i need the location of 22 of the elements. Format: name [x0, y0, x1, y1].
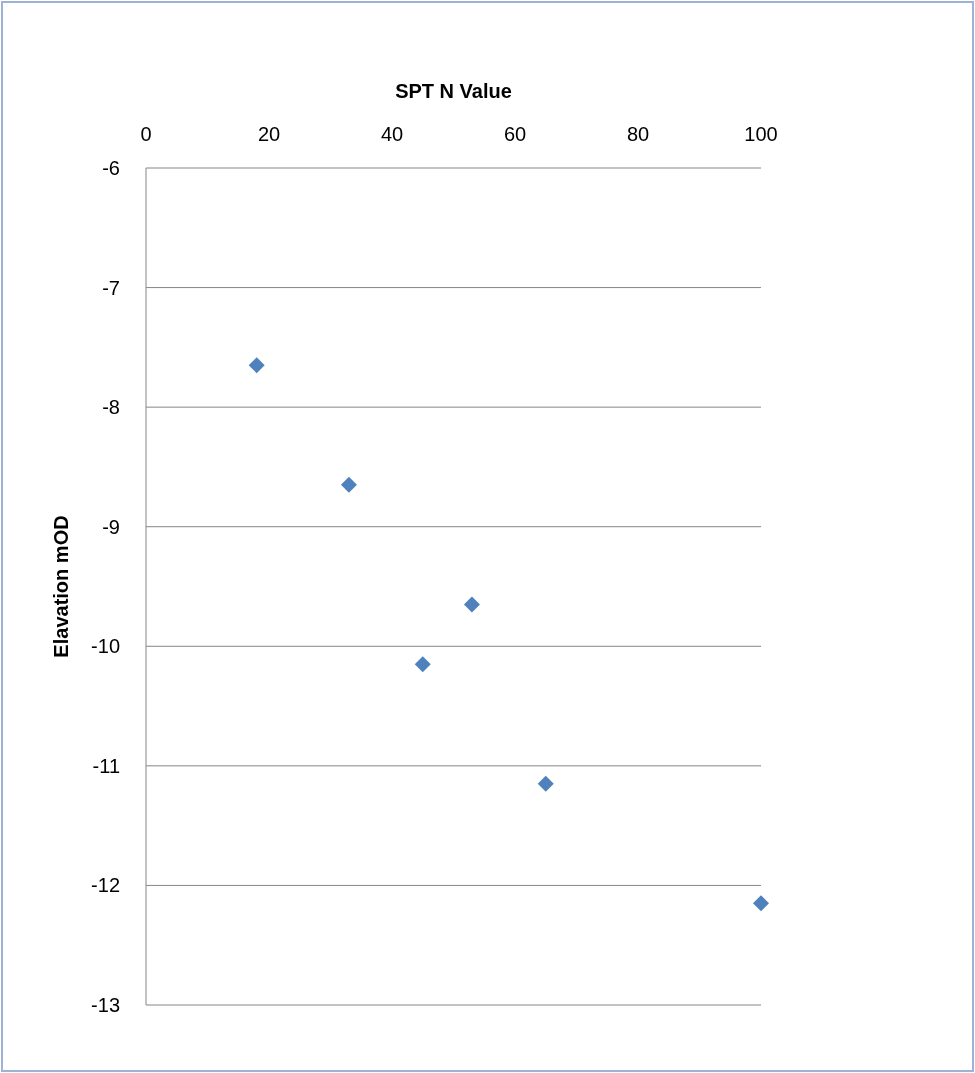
point [463, 596, 480, 613]
y-tick-label: -7 [102, 276, 120, 299]
point [537, 775, 554, 792]
y-tick-label: -8 [102, 396, 120, 419]
y-tick-label: -10 [91, 635, 120, 658]
x-tick-label: 0 [140, 123, 152, 145]
x-tick-label: 40 [380, 123, 404, 145]
x-tick-label: 20 [257, 123, 281, 145]
y-tick-label: -12 [91, 874, 120, 897]
x-axis-title: SPT N Value [395, 80, 512, 102]
x-tick-label: 80 [626, 123, 650, 145]
y-axis-title: Elavation mOD [50, 515, 72, 658]
point [753, 895, 769, 912]
y-tick-label: -13 [91, 994, 120, 1016]
point [340, 476, 357, 493]
y-tick-label: -11 [92, 754, 120, 777]
point [248, 357, 265, 374]
x-tick-label: 100 [744, 123, 778, 145]
x-tick-label: 60 [503, 123, 527, 145]
y-tick-label: -9 [102, 515, 120, 538]
y-tick-label: -6 [102, 157, 120, 179]
point [414, 656, 431, 673]
